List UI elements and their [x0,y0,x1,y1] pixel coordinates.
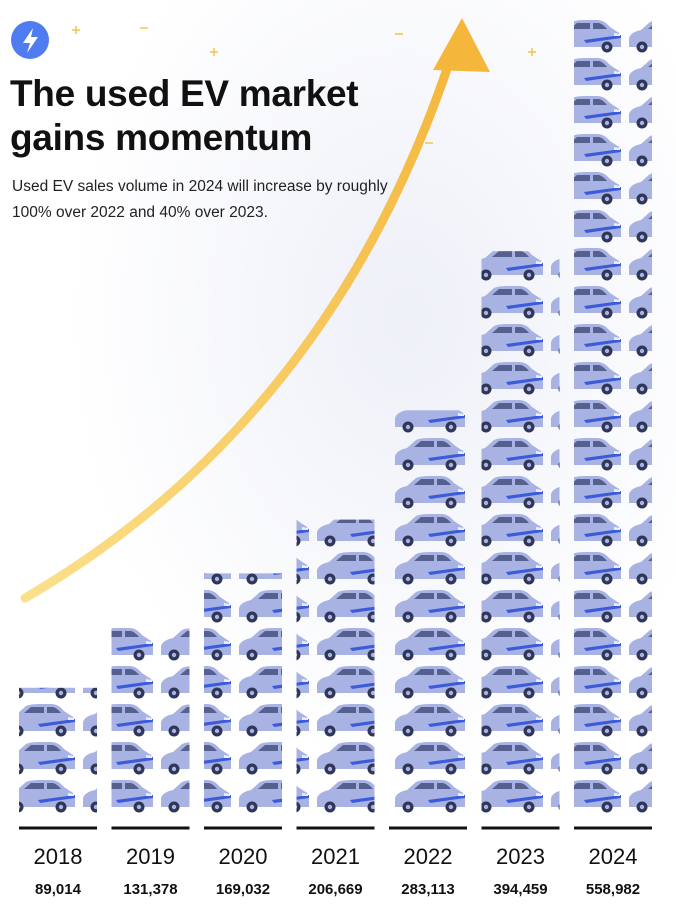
x-tick-label: 2020 [219,844,268,869]
trend-arrow [20,55,455,603]
car-column [111,627,190,815]
trend-arrow-head [433,18,490,72]
decorations [72,26,536,144]
value-label: 89,014 [35,881,82,898]
logo-bolt [23,28,38,53]
car-column [574,16,652,815]
x-tick-label: 2023 [496,844,545,869]
car-column [389,410,467,815]
value-label: 169,032 [216,881,270,898]
car-column [481,251,560,815]
x-tick-label: 2019 [126,844,175,869]
x-tick-label: 2024 [589,844,638,869]
value-label: 131,378 [123,881,177,898]
x-tick-label: 2021 [311,844,360,869]
subtitle: Used EV sales volume in 2024 will increa… [12,178,388,221]
x-tick-label: 2022 [404,844,453,869]
value-label: 558,982 [586,881,640,898]
value-label: 394,459 [493,881,547,898]
x-tick-label: 2018 [34,844,83,869]
value-label: 206,669 [308,881,362,898]
value-label: 283,113 [401,881,454,898]
title: The used EV market gains momentum [10,73,359,158]
car-column [19,687,97,815]
car-column [296,519,375,815]
car-column [204,573,282,815]
